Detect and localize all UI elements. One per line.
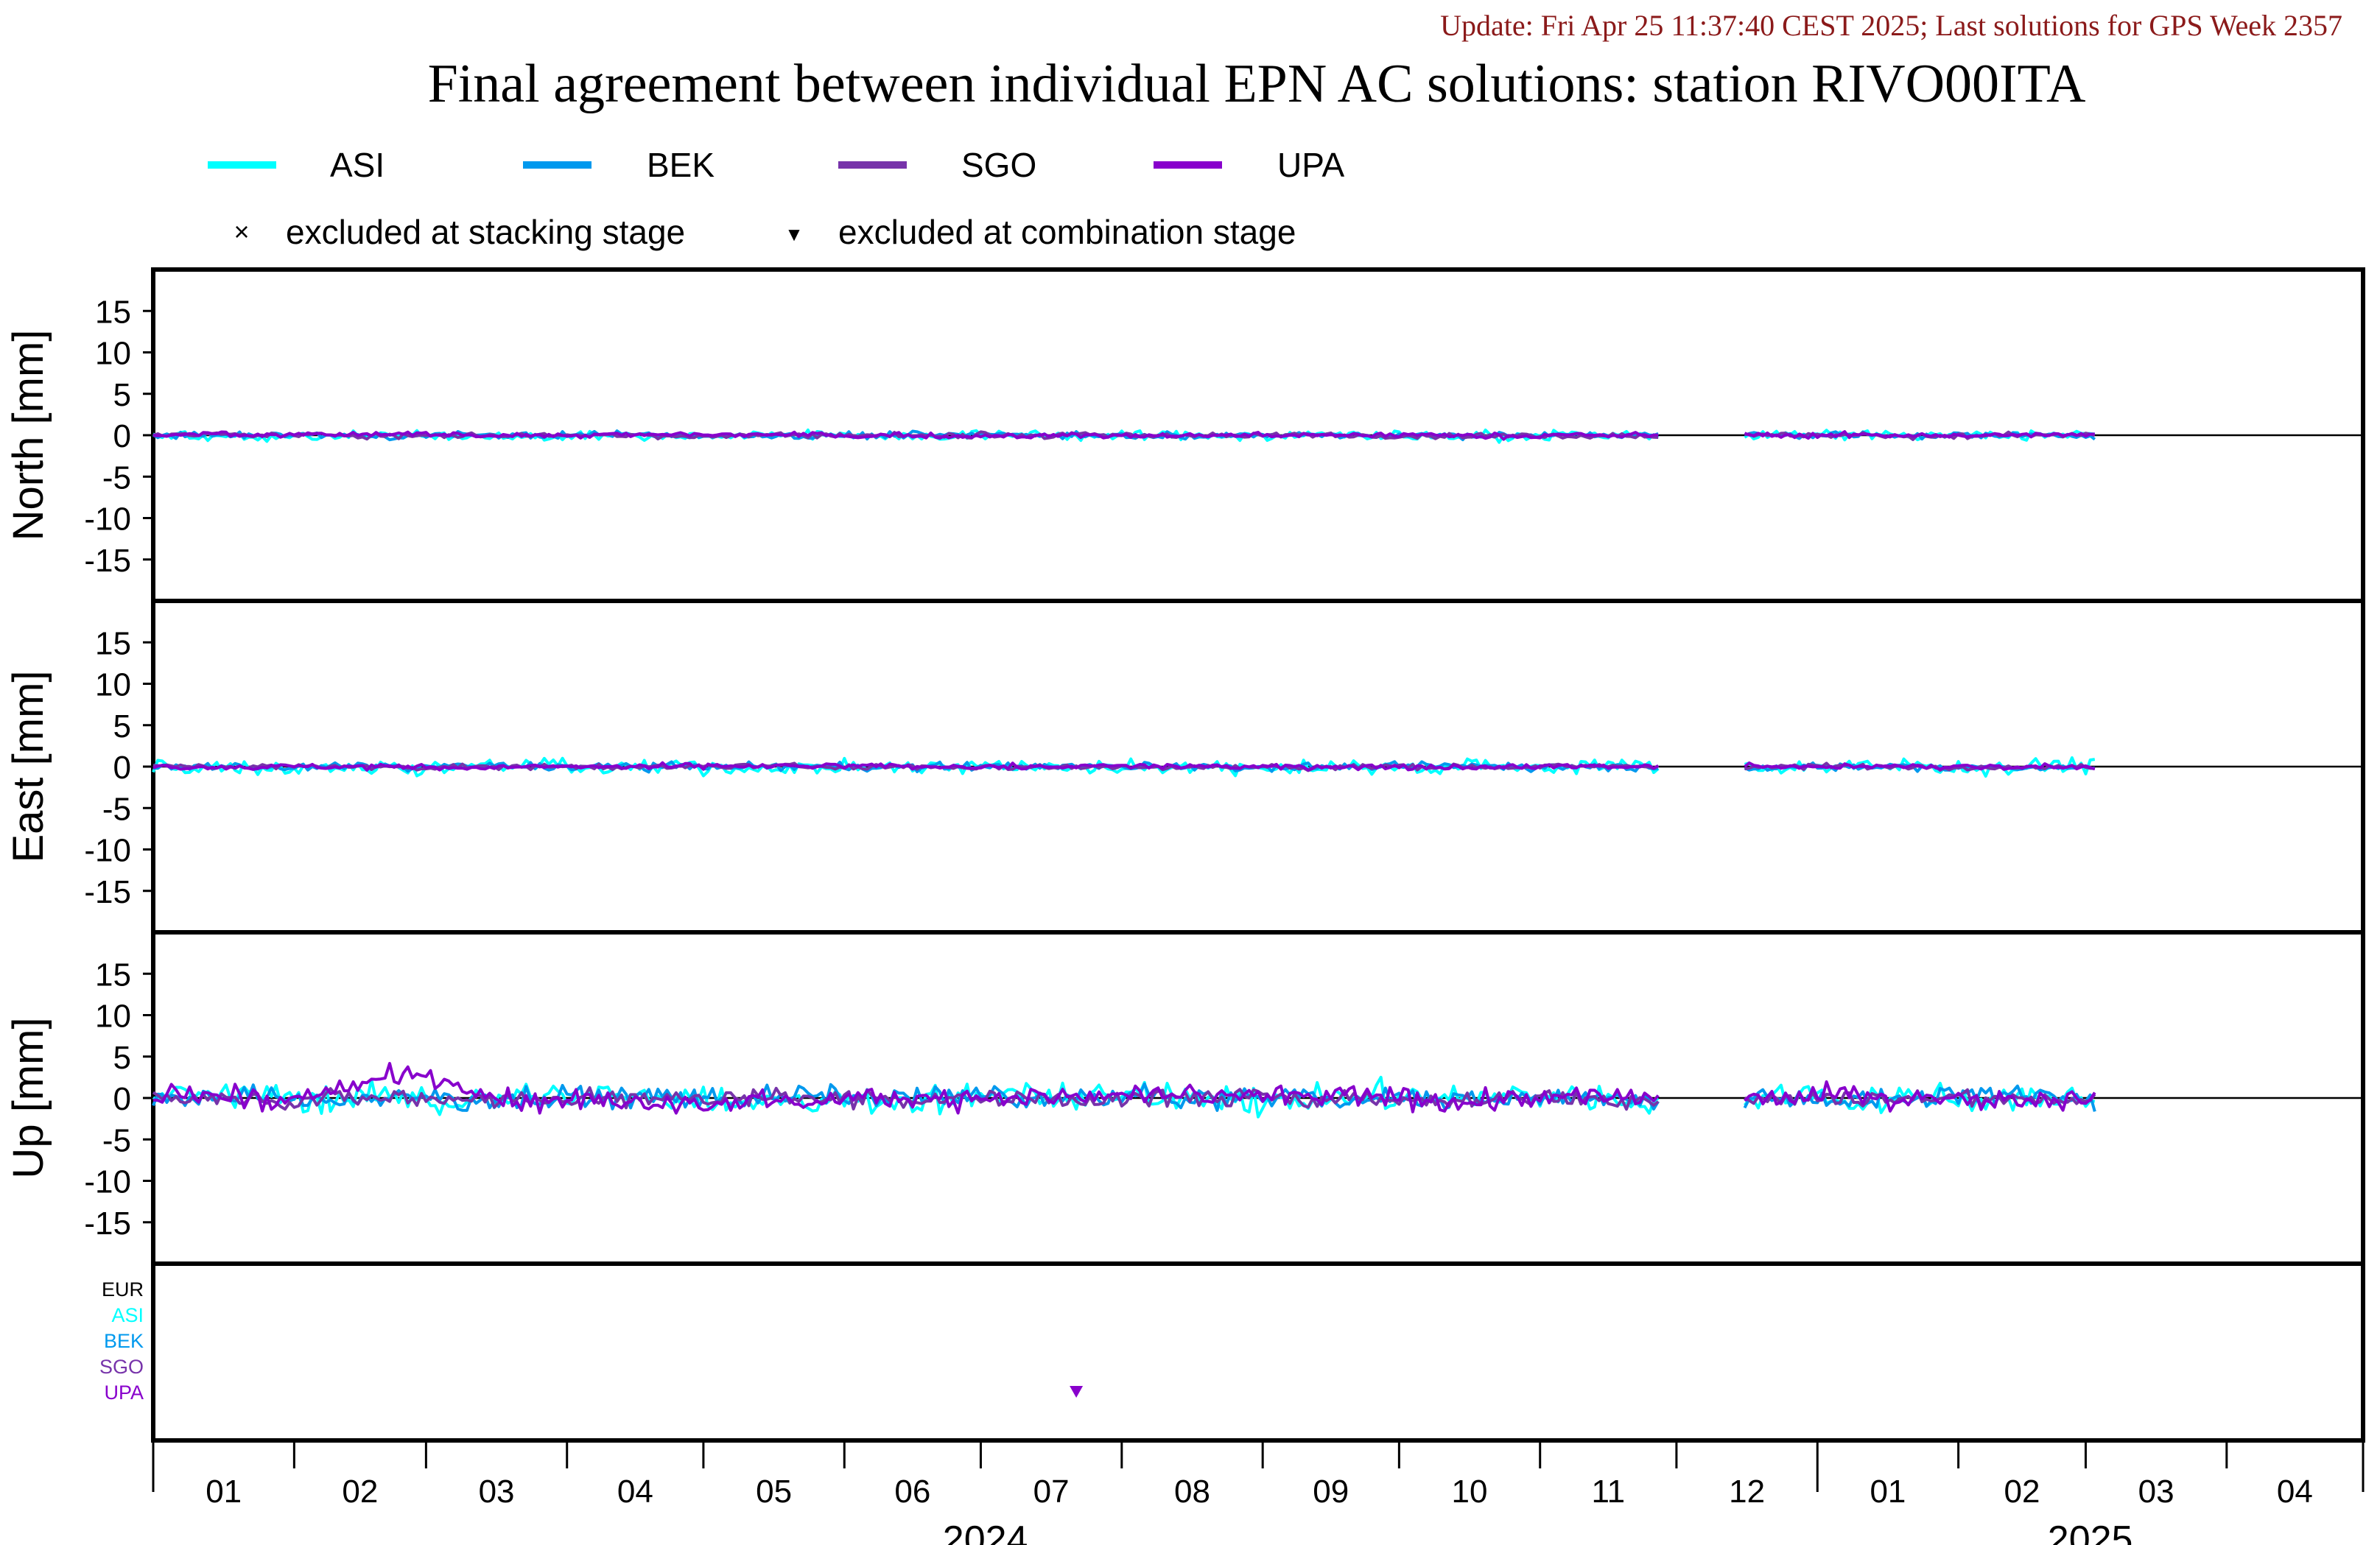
y-tick-label: 5 (113, 1040, 131, 1076)
y-tick-label: -10 (84, 501, 131, 538)
x-month-label: 04 (2277, 1474, 2313, 1510)
y-axis-label: Up [mm] (4, 1017, 52, 1178)
x-month-label: 09 (1313, 1474, 1349, 1510)
chart-title: Final agreement between individual EPN A… (428, 54, 2086, 114)
series-line-upa (152, 430, 2095, 441)
x-axis: 01 02 03 04 05 06 07 08 09 10 11 12 01 02 03 04 2024 2025 (152, 1440, 2365, 1545)
exclusion-row-label-asi: ASI (111, 1304, 144, 1326)
y-axis-label: East [mm] (4, 670, 52, 862)
y-tick-label: -5 (102, 791, 131, 827)
y-tick-label: -10 (84, 1164, 131, 1200)
panel-north: 15 10 5 0 -5 -10 -15 North [mm] (4, 267, 2365, 603)
exclusion-row-label-eur: EUR (102, 1278, 144, 1301)
y-tick-label: 0 (113, 1081, 131, 1117)
x-year-label: 2025 (2048, 1518, 2133, 1545)
y-tick-label: -15 (84, 1206, 131, 1242)
y-tick-label: 0 (113, 750, 131, 786)
legend-marker-stacking-symbol: × (234, 217, 249, 247)
plot-area: 15 10 5 0 -5 -10 -15 North [mm] 15 10 5 0 -5 -10 -15 Ea… (4, 267, 2365, 1545)
panel-frame (151, 1261, 2365, 1443)
legend: ASI BEK SGO UPA × excluded at stacking s… (208, 146, 1344, 251)
legend-label-bek: BEK (647, 146, 715, 184)
y-tick-label: 10 (95, 667, 131, 703)
y-tick-label: 15 (95, 294, 131, 330)
x-month-label: 08 (1174, 1474, 1210, 1510)
x-year-label: 2024 (943, 1518, 1028, 1545)
panel-east: 15 10 5 0 -5 -10 -15 East [mm] (4, 599, 2365, 935)
series-line-upa (152, 1062, 2096, 1115)
y-tick-label: 15 (95, 957, 131, 993)
x-month-label: 06 (894, 1474, 930, 1510)
x-month-label: 01 (206, 1474, 242, 1510)
panel-up: 15 10 5 0 -5 -10 -15 Up [mm] (4, 930, 2365, 1266)
x-month-label: 02 (2004, 1474, 2040, 1510)
x-month-label: 07 (1033, 1474, 1070, 1510)
update-text: Update: Fri Apr 25 11:37:40 CEST 2025; L… (1440, 9, 2342, 42)
legend-marker-stacking-label: excluded at stacking stage (286, 213, 685, 251)
y-tick-label: -15 (84, 874, 131, 910)
y-axis-label: North [mm] (4, 330, 52, 541)
combination-exclusion-marker (1070, 1386, 1084, 1398)
y-tick-label: 10 (95, 999, 131, 1035)
y-tick-label: 10 (95, 336, 131, 372)
x-month-label: 02 (342, 1474, 378, 1510)
legend-label-asi: ASI (330, 146, 385, 184)
x-month-label: 01 (1870, 1474, 1906, 1510)
legend-marker-combination-label: excluded at combination stage (838, 213, 1296, 251)
y-tick-label: -5 (102, 460, 131, 496)
y-tick-label: -10 (84, 833, 131, 869)
legend-label-upa: UPA (1277, 146, 1344, 184)
exclusion-row-label-bek: BEK (104, 1330, 144, 1352)
y-tick-label: 5 (113, 377, 131, 413)
x-month-label: 03 (2138, 1474, 2174, 1510)
x-month-label: 04 (617, 1474, 653, 1510)
x-month-label: 10 (1452, 1474, 1488, 1510)
legend-marker-combination-symbol: ▼ (784, 223, 804, 245)
y-tick-label: -5 (102, 1122, 131, 1158)
y-tick-label: 0 (113, 418, 131, 454)
exclusion-row-label-upa: UPA (104, 1382, 144, 1404)
y-tick-label: 5 (113, 708, 131, 745)
exclusion-row-label-sgo: SGO (99, 1356, 144, 1378)
x-month-label: 11 (1591, 1474, 1625, 1510)
series-line-upa (152, 761, 2096, 772)
y-tick-label: -15 (84, 543, 131, 579)
y-tick-label: 15 (95, 625, 131, 661)
x-month-label: 05 (756, 1474, 792, 1510)
legend-label-sgo: SGO (961, 146, 1036, 184)
x-month-label: 12 (1729, 1474, 1765, 1510)
exclusion-panel: EUR ASI BEK SGO UPA (99, 1261, 2365, 1443)
x-month-label: 03 (479, 1474, 515, 1510)
